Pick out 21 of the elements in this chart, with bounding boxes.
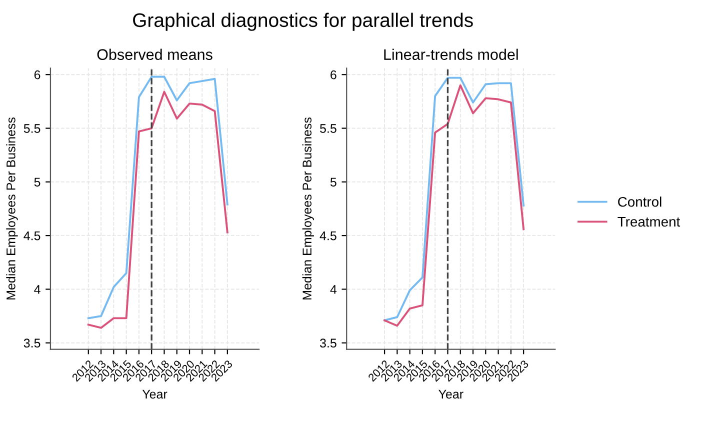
y-tick-label: 4.5: [320, 232, 336, 240]
y-tick-label: 5: [34, 178, 40, 187]
chart-subtitle: Observed means: [97, 48, 212, 60]
y-tick-label: 4.5: [24, 232, 40, 240]
x-axis-title: Year: [438, 390, 464, 399]
y-tick-label: 6: [34, 70, 40, 80]
y-tick-label: 4: [34, 285, 40, 294]
y-tick-label: 5: [330, 178, 336, 187]
legend-label: Control: [618, 196, 662, 207]
chart-subtitle: Linear-trends model: [384, 48, 518, 60]
y-tick-label: 5.5: [320, 124, 336, 133]
y-tick-label: 4: [330, 285, 337, 294]
y-tick-label: 3.5: [320, 338, 336, 348]
y-axis-title: Median Employees Per Business: [302, 117, 314, 300]
text: Graphical diagnostics for parallel trends: [133, 12, 473, 31]
y-tick-label: 6: [330, 70, 336, 80]
legend-label: Treatment: [618, 216, 680, 227]
y-tick-label: 3.5: [24, 338, 40, 348]
y-axis-title: Median Employees Per Business: [6, 117, 18, 300]
x-axis-title: Year: [142, 390, 168, 399]
y-tick-label: 5.5: [24, 124, 40, 133]
